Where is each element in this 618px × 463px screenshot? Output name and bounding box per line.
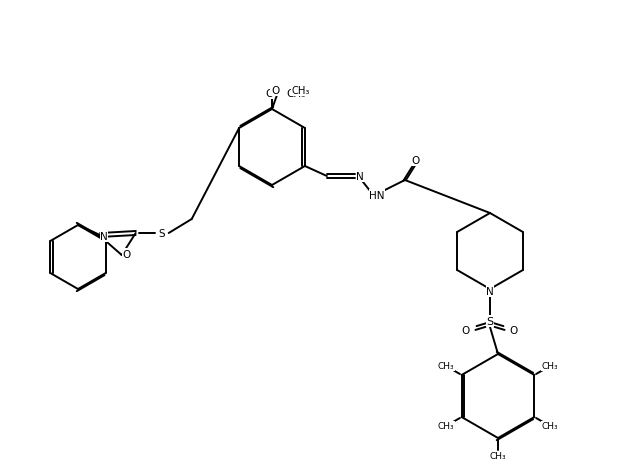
Text: O: O — [412, 156, 420, 166]
Text: O: O — [122, 250, 131, 259]
Text: CH₃: CH₃ — [489, 451, 506, 461]
Text: CH₃: CH₃ — [438, 362, 454, 371]
Text: CH₃: CH₃ — [286, 89, 305, 99]
Text: O: O — [265, 89, 273, 99]
Text: N: N — [100, 232, 108, 242]
Text: O: O — [462, 325, 470, 335]
Text: CH₃: CH₃ — [541, 362, 558, 371]
Text: HN: HN — [369, 191, 384, 200]
Text: N: N — [356, 172, 364, 181]
Text: CH₃: CH₃ — [541, 422, 558, 431]
Text: S: S — [158, 229, 165, 238]
Text: CH₃: CH₃ — [438, 422, 454, 431]
Text: N: N — [486, 287, 494, 296]
Text: CH₃: CH₃ — [291, 86, 310, 96]
Text: S: S — [486, 316, 494, 326]
Text: O: O — [510, 325, 518, 335]
Text: O: O — [271, 86, 279, 96]
